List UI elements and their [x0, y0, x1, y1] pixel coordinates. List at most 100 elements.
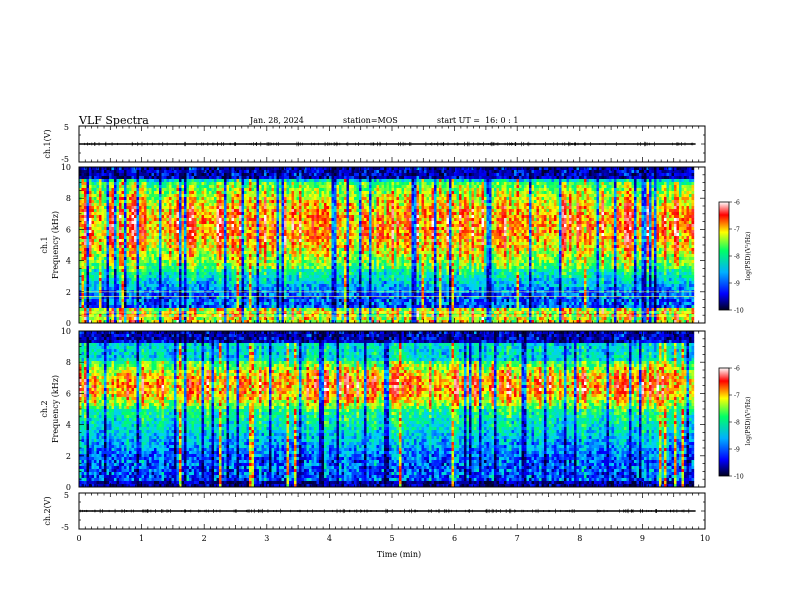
- spectrogram-cell: [254, 263, 257, 266]
- spectrogram-cell: [174, 245, 177, 248]
- spectrogram-cell: [89, 212, 92, 215]
- spectrogram-cell: [147, 293, 150, 296]
- spectrogram-cell: [217, 257, 220, 260]
- spectrogram-cell: [287, 302, 290, 305]
- spectrogram-cell: [102, 218, 105, 221]
- spectrogram-cell: [189, 284, 192, 287]
- spectrogram-cell: [82, 188, 85, 191]
- spectrogram-cell: [199, 230, 202, 233]
- spectrogram-cell: [169, 263, 172, 266]
- spectrogram-cell: [107, 239, 110, 242]
- spectrogram-cell: [149, 299, 152, 302]
- spectrogram-cell: [134, 212, 137, 215]
- spectrogram-cell: [89, 194, 92, 197]
- spectrogram-cell: [149, 251, 152, 254]
- spectrogram-cell: [254, 215, 257, 218]
- spectrogram-cell: [209, 263, 212, 266]
- spectrogram-cell: [212, 287, 215, 290]
- spectrogram-cell: [239, 248, 242, 251]
- spectrogram-cell: [252, 275, 255, 278]
- spectrogram-cell: [124, 170, 127, 173]
- spectrogram-cell: [167, 212, 170, 215]
- spectrogram-cell: [99, 173, 102, 176]
- spectrogram-cell: [159, 170, 162, 173]
- spectrogram-cell: [154, 248, 157, 251]
- spectrogram-cell: [209, 305, 212, 308]
- spectrogram-cell: [127, 284, 130, 287]
- spectrogram-cell: [274, 281, 277, 284]
- spectrogram-cell: [87, 206, 90, 209]
- spectrogram-cell: [122, 305, 125, 308]
- spectrogram-cell: [259, 221, 262, 224]
- spectrogram-cell: [244, 191, 247, 194]
- spectrogram-cell: [254, 311, 257, 314]
- spectrogram-cell: [239, 185, 242, 188]
- spectrogram-cell: [264, 224, 267, 227]
- spectrogram-cell: [204, 194, 207, 197]
- spectrogram-cell: [167, 185, 170, 188]
- spectrogram-cell: [224, 188, 227, 191]
- spectrogram-cell: [157, 173, 160, 176]
- spectrogram-cell: [204, 308, 207, 311]
- spectrogram-cell: [124, 284, 127, 287]
- spectrogram-cell: [104, 236, 107, 239]
- spectrogram-cell: [97, 179, 100, 182]
- spectrogram-cell: [252, 188, 255, 191]
- spectrogram-cell: [242, 188, 245, 191]
- spectrogram-cell: [207, 230, 210, 233]
- spectrogram-cell: [122, 188, 125, 191]
- spectrogram-cell: [257, 278, 260, 281]
- spectrogram-cell: [152, 218, 155, 221]
- spectrogram-cell: [154, 224, 157, 227]
- spectrogram-cell: [284, 257, 287, 260]
- spectrogram-cell: [164, 260, 167, 263]
- spectrogram-cell: [132, 224, 135, 227]
- spectrogram-cell: [117, 182, 120, 185]
- spectrogram-cell: [192, 221, 195, 224]
- spectrogram-cell: [102, 176, 105, 179]
- spectrogram-cell: [162, 269, 165, 272]
- spectrogram-cell: [177, 287, 180, 290]
- spectrogram-cell: [97, 188, 100, 191]
- spectrogram-cell: [244, 311, 247, 314]
- spectrogram-cell: [262, 173, 265, 176]
- spectrogram-cell: [259, 272, 262, 275]
- spectrogram-cell: [122, 227, 125, 230]
- spectrogram-cell: [94, 215, 97, 218]
- spectrogram-cell: [187, 242, 190, 245]
- spectrogram-cell: [124, 182, 127, 185]
- spectrogram-cell: [242, 281, 245, 284]
- spectrogram-cell: [222, 176, 225, 179]
- spectrogram-cell: [137, 305, 140, 308]
- spectrogram-cell: [104, 239, 107, 242]
- spectrogram-cell: [162, 197, 165, 200]
- spectrogram-cell: [297, 242, 300, 245]
- spectrogram-cell: [182, 227, 185, 230]
- spectrogram-cell: [252, 257, 255, 260]
- spectrogram-cell: [129, 233, 132, 236]
- spectrogram-cell: [134, 260, 137, 263]
- spectrogram-cell: [287, 257, 290, 260]
- spectrogram-cell: [192, 215, 195, 218]
- spectrogram-cell: [192, 206, 195, 209]
- spectrogram-cell: [297, 194, 300, 197]
- spectrogram-cell: [284, 233, 287, 236]
- spectrogram-cell: [204, 233, 207, 236]
- spectrogram-cell: [217, 245, 220, 248]
- spectrogram-cell: [227, 215, 230, 218]
- spectrogram-cell: [187, 263, 190, 266]
- spectrogram-cell: [119, 254, 122, 257]
- spectrogram-cell: [264, 209, 267, 212]
- spectrogram-cell: [134, 230, 137, 233]
- spectrogram-cell: [239, 317, 242, 320]
- spectrogram-cell: [169, 245, 172, 248]
- spectrogram-cell: [257, 176, 260, 179]
- spectrogram-cell: [99, 242, 102, 245]
- spectrogram-cell: [262, 197, 265, 200]
- spectrogram-cell: [204, 314, 207, 317]
- date-label: Jan. 28, 2024: [249, 116, 304, 125]
- spectrogram-cell: [157, 200, 160, 203]
- spectrogram-cell: [142, 239, 145, 242]
- spectrogram-cell: [279, 248, 282, 251]
- spectrogram-cell: [294, 317, 297, 320]
